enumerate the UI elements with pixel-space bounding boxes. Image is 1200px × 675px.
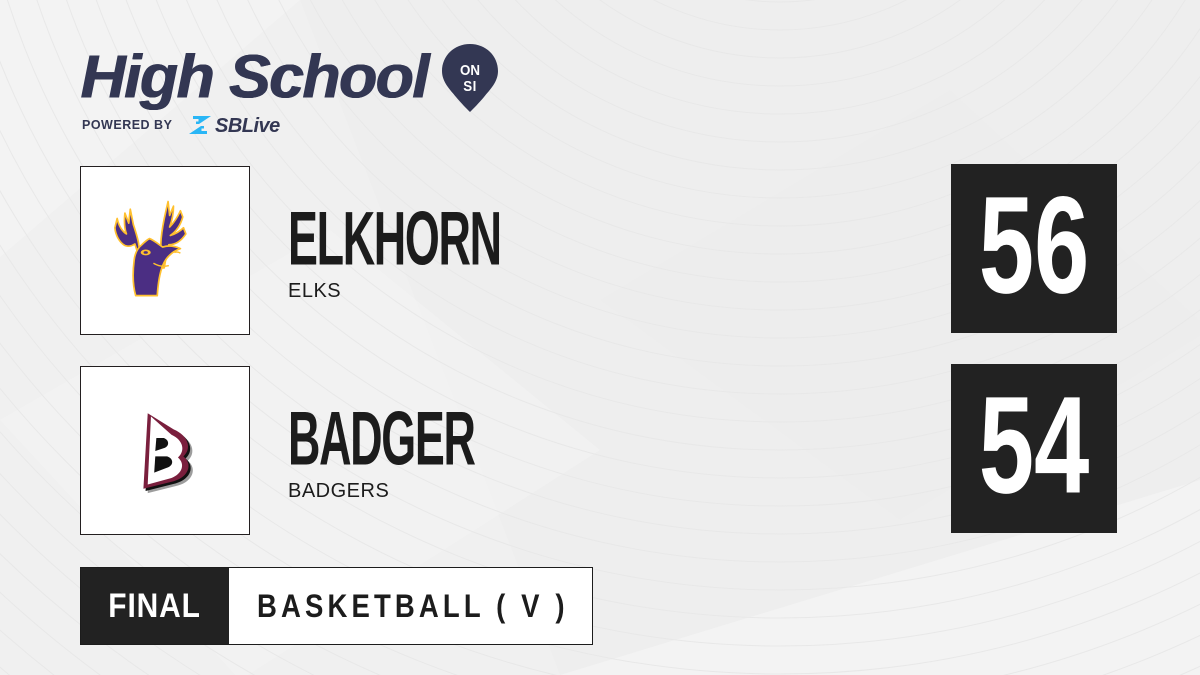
svg-text:SBLive: SBLive [215, 115, 280, 137]
svg-text:SI: SI [463, 77, 477, 94]
svg-text:ON: ON [460, 61, 480, 78]
